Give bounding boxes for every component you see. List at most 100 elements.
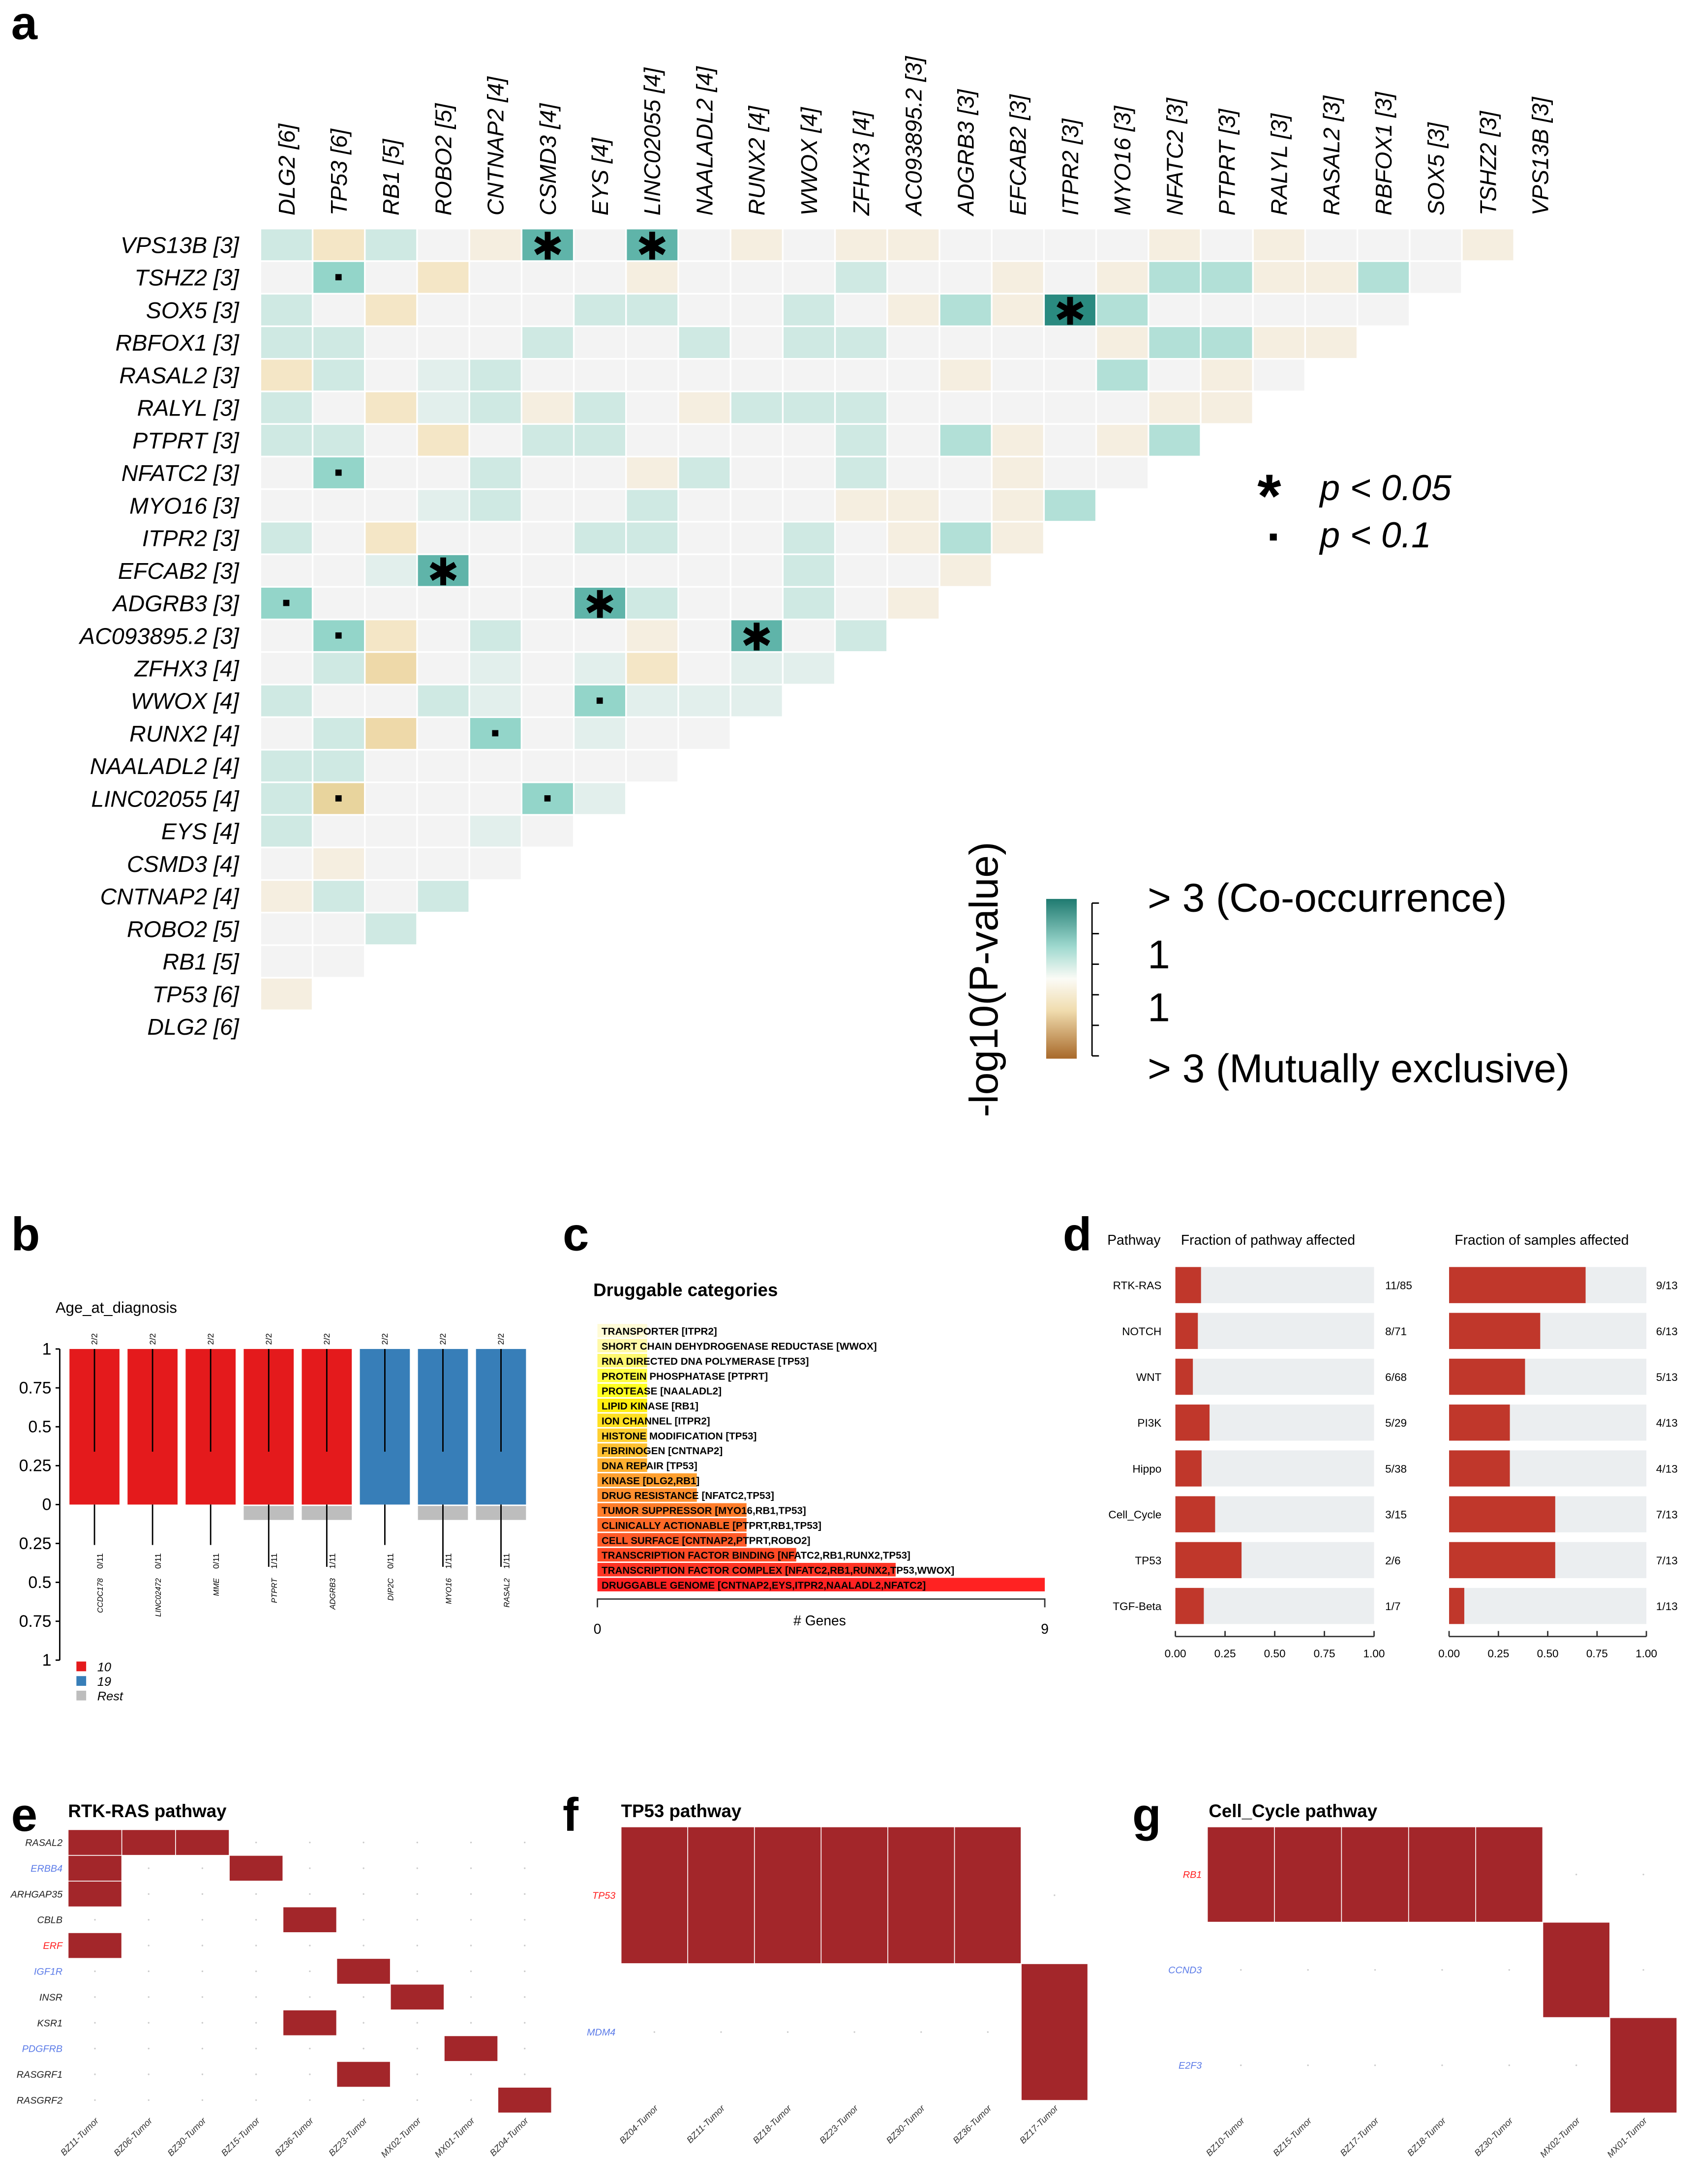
legend-p005: p < 0.05 (1319, 468, 1452, 508)
heatmap-cell (522, 750, 573, 782)
alteration-cell (283, 1907, 336, 1933)
empty-cell-dot (255, 1996, 257, 1998)
count-label: 7/13 (1656, 1555, 1678, 1567)
heatmap-cell (470, 815, 521, 847)
pathway-label: NOTCH (1122, 1325, 1161, 1338)
empty-cell-dot (1575, 1873, 1577, 1876)
heatmap-cell (1097, 229, 1148, 261)
panel-label-b: b (11, 1208, 40, 1261)
heatmap-cell (679, 522, 730, 554)
bar-track (1175, 1358, 1374, 1395)
heatmap-cell (365, 359, 417, 391)
category-label: DRUGGABLE GENOME [CNTNAP2,EYS,ITPR2,NAAL… (602, 1580, 926, 1591)
heatmap-cell (940, 229, 991, 261)
empty-cell-dot (416, 1919, 419, 1921)
count-label: 11/85 (1385, 1280, 1412, 1292)
heatmap-cell (784, 424, 834, 456)
x-tick-label: 1.00 (1635, 1647, 1657, 1660)
bar (1449, 1542, 1555, 1579)
row-label: EYS [4] (161, 819, 240, 844)
heatmap-cell (627, 685, 678, 717)
gene-label: KSR1 (37, 2018, 62, 2029)
empty-cell-dot (309, 2099, 311, 2101)
heatmap-cell (940, 522, 991, 554)
panel-d-chart: Pathway Fraction of pathway affected 11/85… (1107, 1232, 1678, 1660)
column-label: ZFHX3 [4] (848, 111, 874, 216)
count-label: 5/29 (1385, 1417, 1407, 1429)
column-label: PTPRT [3] (1214, 108, 1240, 215)
alteration-cell (68, 1855, 121, 1881)
heatmap-cell (679, 392, 730, 423)
alteration-cell (755, 1827, 821, 1964)
row-label: RASAL2 [3] (119, 362, 240, 388)
sample-label: BZ06-Tumor (112, 2115, 154, 2158)
bar (597, 1443, 647, 1457)
heatmap-cell (575, 327, 626, 358)
heatmap-cell (1045, 262, 1095, 293)
heatmap-cell (627, 457, 678, 488)
heatmap-cell (418, 881, 469, 912)
heatmap-cell (575, 229, 626, 261)
heatmap-cell (1358, 294, 1409, 326)
category-label: SHORT CHAIN DEHYDROGENASE REDUCTASE [WWO… (602, 1341, 877, 1352)
series-title: Fraction of samples affected (1454, 1232, 1629, 1248)
sample-label: BZ30-Tumor (165, 2115, 208, 2158)
heatmap-cell (731, 424, 782, 456)
alteration-cell (68, 1830, 121, 1855)
empty-cell-dot (416, 1893, 419, 1895)
significance-star-icon (429, 557, 457, 586)
star-symbol: * (1257, 462, 1281, 530)
heatmap-cell (1097, 262, 1148, 293)
bottom-count-label: 1/11 (502, 1553, 511, 1569)
legend-swatch (76, 1676, 87, 1686)
heatmap-cell (261, 783, 312, 814)
heatmap-cell (261, 262, 312, 293)
heatmap-cell (1306, 229, 1357, 261)
sample-label: MX02-Tumor (379, 2115, 423, 2159)
category-label: HISTONE MODIFICATION [TP53] (602, 1431, 757, 1442)
bottom-count-label: 1/11 (444, 1553, 453, 1569)
empty-cell-dot (201, 1970, 204, 1973)
empty-cell-dot (148, 1970, 150, 1973)
bar (1175, 1542, 1242, 1579)
sample-label: BZ36-Tumor (272, 2115, 315, 2158)
count-label: 5/13 (1656, 1371, 1678, 1383)
heatmap-cell (470, 555, 521, 586)
chart-title: RTK-RAS pathway (68, 1801, 227, 1821)
heatmap-cell (365, 815, 417, 847)
heatmap-cell (313, 913, 364, 945)
bar (597, 1473, 697, 1487)
heatmap-cell (261, 490, 312, 521)
pathway-label: TP53 (1135, 1555, 1161, 1567)
heatmap-cell (731, 359, 782, 391)
heatmap-cell (888, 457, 939, 488)
y-tick-label: 1 (42, 1651, 52, 1670)
pathway-label: Cell_Cycle (1108, 1509, 1161, 1521)
empty-cell-dot (416, 1841, 419, 1844)
heatmap-cell (470, 392, 521, 423)
heatmap-cell (522, 588, 573, 619)
alteration-cell (283, 2010, 336, 2035)
heatmap-cell (940, 294, 991, 326)
significance-dot (335, 274, 342, 281)
empty-cell-dot (524, 2022, 526, 2024)
category-label: PROTEASE [NAALADL2] (602, 1386, 722, 1397)
row-label: EFCAB2 [3] (118, 558, 240, 584)
heatmap-cell (575, 522, 626, 554)
heatmap-cell (888, 490, 939, 521)
heatmap-cell (470, 522, 521, 554)
heatmap-cell (1045, 457, 1095, 488)
empty-cell-dot (524, 1996, 526, 1998)
heatmap-cell (575, 262, 626, 293)
heatmap-cell (888, 359, 939, 391)
heatmap-cell (575, 294, 626, 326)
category-label: DNA REPAIR [TP53] (602, 1461, 697, 1472)
legend-label: Rest (97, 1690, 123, 1704)
x-tick-label: 0.25 (1214, 1647, 1236, 1660)
category-label: RNA DIRECTED DNA POLYMERASE [TP53] (602, 1356, 809, 1367)
heatmap-cell (313, 750, 364, 782)
heatmap-cell (836, 424, 887, 456)
heatmap-cell (418, 327, 469, 358)
heatmap-cell (679, 424, 730, 456)
empty-cell-dot (255, 2022, 257, 2024)
